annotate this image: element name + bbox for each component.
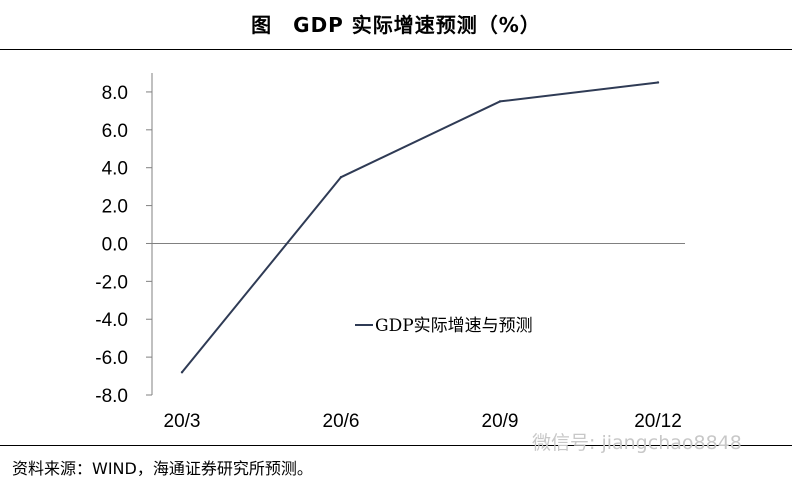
x-tick-label: 20/6	[323, 411, 360, 432]
y-tick-label: -8.0	[95, 386, 128, 407]
data-point	[339, 175, 343, 179]
data-point	[498, 100, 502, 103]
y-tick-label: -4.0	[95, 310, 128, 331]
source-note: 资料来源：WIND，海通证券研究所预测。	[12, 459, 313, 478]
x-tick-label: 20/3	[164, 411, 201, 432]
line-chart: 8.0 6.0 4.0 2.0 0.0 -2.0 -4.0 -6.0 -8.0 20/3 20/6 2…	[95, 73, 685, 432]
x-tick-label: 20/12	[634, 411, 682, 432]
series-line	[181, 81, 659, 373]
data-point	[180, 371, 184, 374]
chart-title: 图 GDP 实际增速预测（%）	[251, 13, 541, 37]
y-tick-label: 2.0	[102, 197, 128, 218]
top-rule	[0, 49, 792, 50]
x-tick-label: 20/9	[482, 411, 519, 432]
y-tick-label: -2.0	[95, 272, 128, 293]
watermark: 微信号: jiangchao8848	[532, 428, 742, 455]
watermark-text: 微信号: jiangchao8848	[532, 432, 742, 454]
y-tick-label: 0.0	[102, 234, 128, 255]
bottom-rule	[0, 445, 792, 446]
legend-label: GDP实际增速与预测	[375, 316, 533, 336]
data-point	[656, 81, 660, 84]
y-tick-label: -6.0	[95, 348, 128, 369]
y-tick-label: 4.0	[102, 159, 128, 180]
y-tick-label: 6.0	[102, 121, 128, 142]
y-tick-label: 8.0	[102, 83, 128, 104]
